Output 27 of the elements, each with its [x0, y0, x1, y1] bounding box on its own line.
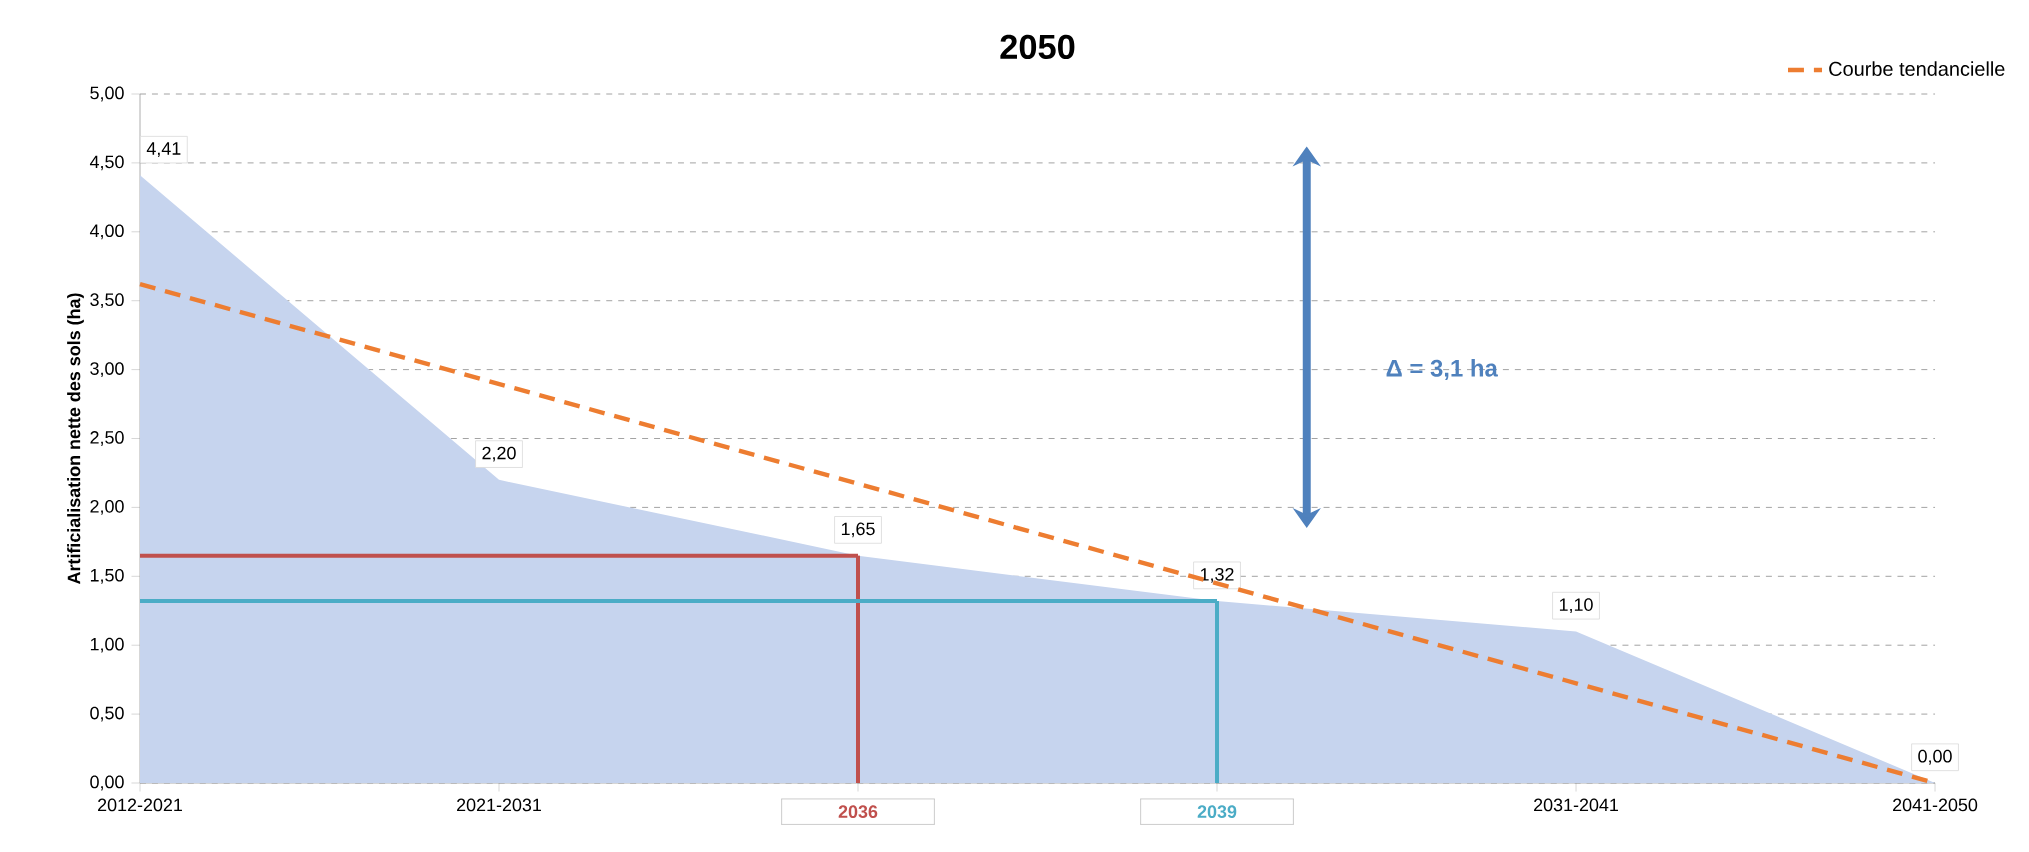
x-tick-label: 2041-2050 — [1893, 798, 1978, 812]
y-tick-label: 1,00 — [90, 637, 124, 653]
y-tick-label: 0,00 — [90, 775, 124, 791]
chart-title: 2050 — [1000, 34, 1075, 60]
data-label: 4,41 — [146, 142, 181, 157]
y-tick-label: 3,00 — [90, 362, 124, 377]
y-axis-title: Artificialisation nette des sols (ha) — [67, 293, 84, 585]
y-tick-label: 5,00 — [90, 86, 124, 102]
x-tick-label: 2036 — [838, 805, 878, 819]
y-tick-label: 0,50 — [90, 706, 124, 722]
y-tick-label: 1,50 — [90, 568, 124, 584]
y-tick-label: 4,50 — [89, 155, 124, 171]
data-label: 2,20 — [482, 446, 516, 462]
data-label: 1,32 — [1200, 567, 1234, 583]
data-label: 0,00 — [1918, 749, 1952, 765]
data-label: 1,10 — [1559, 598, 1593, 614]
y-tick-label: 2,50 — [90, 431, 124, 446]
x-tick-label: 2031-2041 — [1534, 798, 1618, 812]
y-tick-label: 4,00 — [89, 224, 124, 240]
y-tick-label: 3,50 — [90, 293, 124, 309]
data-label: 1,65 — [841, 522, 875, 538]
x-tick-label: 2012-2021 — [98, 798, 182, 812]
x-tick-label: 2021-2031 — [457, 798, 541, 812]
legend-label: Courbe tendancielle — [1829, 61, 2005, 76]
y-tick-label: 2,00 — [90, 499, 124, 515]
annotation: Δ = 3,1 ha — [1386, 359, 1498, 381]
x-tick-label: 2039 — [1197, 805, 1237, 819]
